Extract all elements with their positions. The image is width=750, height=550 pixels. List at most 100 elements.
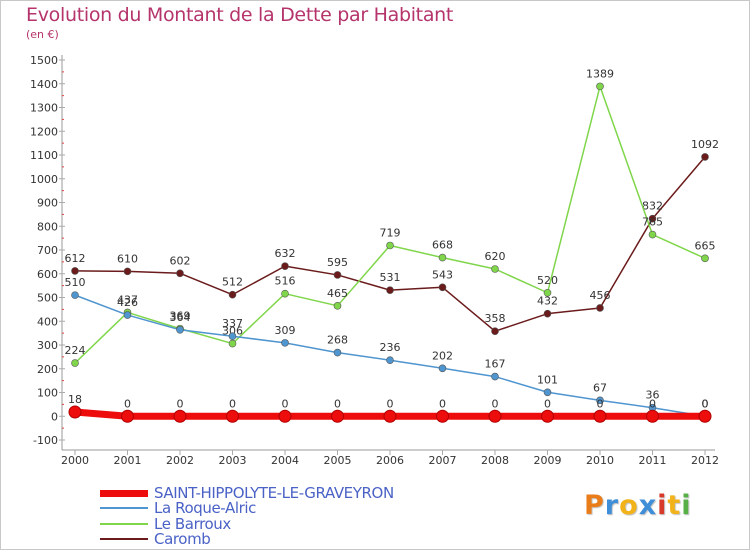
data-point [386, 286, 394, 294]
data-point [71, 267, 79, 275]
x-tick-label: 2002 [166, 454, 194, 467]
x-tick-label: 2001 [114, 454, 142, 467]
x-tick-label: 2012 [691, 454, 719, 467]
chart-title: Evolution du Montant de la Dette par Hab… [26, 4, 454, 26]
data-label: 224 [65, 344, 86, 357]
data-point [543, 388, 552, 397]
x-tick-label: 2006 [376, 454, 404, 467]
data-label: 456 [590, 289, 611, 302]
data-label: 337 [222, 317, 243, 330]
logo-letter: x [638, 490, 658, 521]
x-tick-label: 2003 [219, 454, 247, 467]
data-point [648, 214, 657, 223]
data-label: 512 [222, 276, 243, 289]
data-point [333, 302, 342, 310]
data-label: 36 [646, 389, 660, 402]
series-caromb: 612 610 602 512 632 595 531 543 358 432 456 832 1092 [65, 138, 719, 336]
x-tick-label: 2011 [639, 454, 667, 467]
data-label: 0 [282, 397, 289, 410]
data-label: 531 [380, 271, 401, 284]
data-label: 1092 [691, 138, 719, 151]
x-tick-label: 2004 [271, 454, 299, 467]
legend-swatch [100, 538, 148, 540]
data-point [701, 153, 709, 161]
data-point [491, 265, 499, 273]
data-label: 602 [170, 254, 191, 267]
data-label: 1389 [586, 67, 614, 80]
data-label: 236 [380, 341, 401, 354]
data-label: 0 [439, 397, 446, 410]
logo-letter: r [604, 490, 620, 521]
y-tick-label: -100 [33, 434, 58, 447]
data-point [386, 356, 394, 365]
y-tick-label: 100 [37, 387, 58, 400]
data-label: 426 [117, 296, 138, 309]
data-label: 620 [485, 250, 506, 263]
data-point [71, 359, 79, 367]
data-point [278, 409, 292, 423]
data-point [436, 409, 449, 423]
data-point [488, 409, 502, 423]
data-label: 465 [327, 287, 348, 300]
data-label: 832 [642, 200, 663, 213]
data-point [71, 291, 79, 299]
data-label: 0 [229, 397, 236, 410]
data-label: 0 [492, 397, 499, 410]
legend-swatch [100, 523, 148, 525]
data-label: 668 [432, 239, 453, 252]
data-label: 309 [275, 324, 296, 337]
series-le-barroux: 224 437 369 306 516 465 719 668 620 520 1389 765 665 [65, 67, 716, 367]
y-tick-label: 200 [37, 363, 58, 376]
data-label: 167 [485, 358, 506, 371]
y-tick-label: 900 [37, 197, 58, 210]
legend-label: SAINT-HIPPOLYTE-LE-GRAVEYRON [154, 484, 394, 502]
y-tick-label: 1000 [30, 173, 58, 186]
data-point [333, 348, 342, 357]
data-point [491, 327, 499, 336]
data-label: 612 [65, 252, 86, 265]
data-point [228, 332, 237, 341]
data-label: 0 [387, 397, 394, 410]
data-point [593, 409, 607, 423]
x-tick-label: 2007 [429, 454, 457, 467]
data-point [646, 409, 659, 423]
data-point [123, 267, 132, 276]
data-point [281, 289, 289, 298]
legend-label: La Roque-Alric [154, 499, 256, 517]
data-point [123, 311, 132, 319]
legend-swatch [100, 507, 148, 509]
x-tick-label: 2005 [324, 454, 352, 467]
legend-item-saint-hippolyte: SAINT-HIPPOLYTE-LE-GRAVEYRON [100, 484, 394, 502]
y-tick-label: 1300 [30, 102, 58, 115]
x-tick-label: 2000 [61, 454, 89, 467]
data-point [228, 290, 237, 299]
data-point [648, 230, 657, 239]
data-label: 67 [593, 381, 607, 394]
y-tick-label: 1500 [30, 54, 58, 67]
legend-item-le-barroux: Le Barroux [100, 515, 231, 533]
data-label: 268 [327, 334, 348, 347]
data-point [333, 271, 342, 279]
y-tick-label: 800 [37, 220, 58, 233]
y-tick-label: 0 [51, 410, 58, 423]
y-tick-label: 1100 [30, 149, 58, 162]
y-tick-label: 600 [37, 268, 58, 281]
data-label: 0 [702, 397, 709, 410]
data-point [596, 396, 604, 405]
x-tick-label: 2009 [534, 454, 562, 467]
y-tick-label: 500 [37, 292, 58, 305]
data-label: 0 [334, 397, 341, 410]
y-tick-label: 1400 [30, 78, 58, 91]
data-label: 0 [702, 397, 709, 410]
data-point [176, 269, 184, 278]
data-point [543, 309, 552, 318]
data-point [541, 409, 554, 423]
data-point [386, 241, 394, 250]
data-point [383, 409, 397, 423]
data-label: 437 [117, 293, 138, 306]
data-point [121, 409, 134, 423]
data-point [698, 409, 712, 423]
